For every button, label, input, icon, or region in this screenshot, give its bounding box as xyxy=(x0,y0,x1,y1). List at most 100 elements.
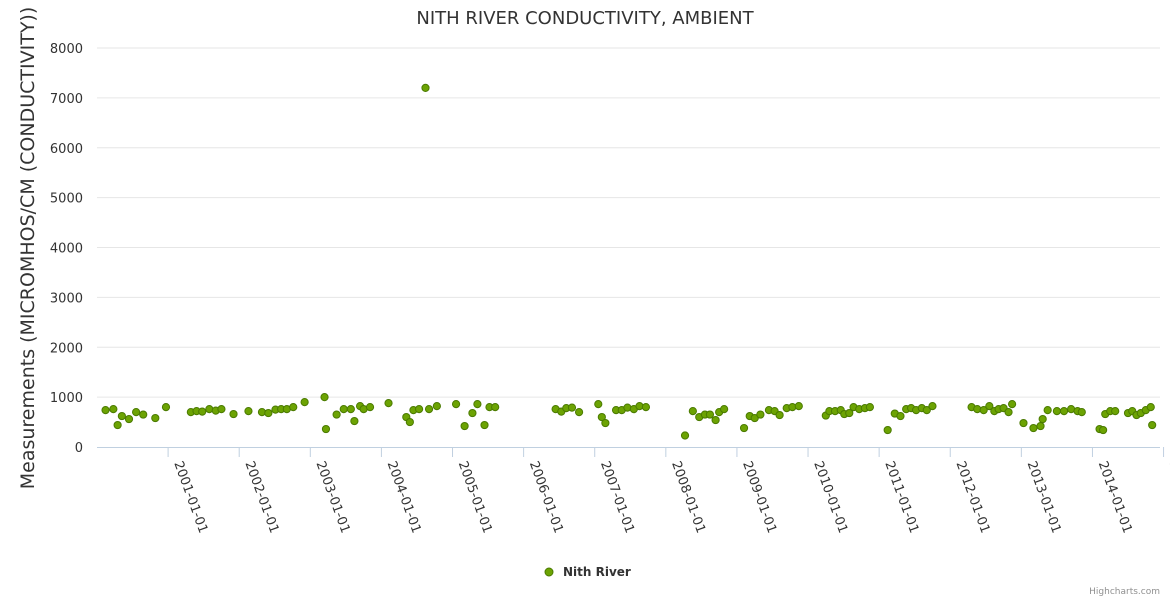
data-point[interactable] xyxy=(320,393,329,402)
chart-title: NITH RIVER CONDUCTIVITY, AMBIENT xyxy=(416,8,754,29)
data-point[interactable] xyxy=(468,408,477,418)
x-tick-label: 2001-01-01 xyxy=(170,459,210,535)
data-point[interactable] xyxy=(424,404,434,414)
y-tick-label: 5000 xyxy=(50,192,83,207)
data-point[interactable] xyxy=(244,406,253,416)
data-point[interactable] xyxy=(365,403,375,412)
data-point[interactable] xyxy=(117,411,126,421)
data-point[interactable] xyxy=(332,410,341,419)
data-point[interactable] xyxy=(928,402,937,411)
credits-link[interactable]: Highcharts.com xyxy=(1089,587,1160,597)
data-point[interactable] xyxy=(264,408,273,418)
legend-label[interactable]: Nith River xyxy=(563,565,631,579)
x-tick-label: 2011-01-01 xyxy=(881,459,921,535)
data-point[interactable] xyxy=(339,404,348,414)
data-point[interactable] xyxy=(1077,407,1086,417)
data-point[interactable] xyxy=(1008,400,1017,409)
y-tick-label: 4000 xyxy=(50,242,83,257)
x-tick-label: 2008-01-01 xyxy=(668,459,708,535)
legend[interactable]: Nith River xyxy=(544,565,631,579)
data-point[interactable] xyxy=(480,420,489,430)
x-tick-label: 2002-01-01 xyxy=(241,459,281,535)
data-point[interactable] xyxy=(161,403,171,412)
y-tick-label: 8000 xyxy=(50,42,83,57)
data-point[interactable] xyxy=(1043,405,1052,415)
data-point[interactable] xyxy=(756,410,765,419)
data-point[interactable] xyxy=(720,404,729,414)
data-point[interactable] xyxy=(794,402,803,411)
data-point[interactable] xyxy=(1148,420,1157,430)
data-point[interactable] xyxy=(300,398,309,407)
y-tick-label: 7000 xyxy=(50,92,83,107)
data-point[interactable] xyxy=(473,400,482,409)
data-point[interactable] xyxy=(1099,425,1108,435)
x-tick-label: 2013-01-01 xyxy=(1024,459,1064,535)
data-point[interactable] xyxy=(421,83,430,93)
data-point[interactable] xyxy=(101,405,110,415)
data-point[interactable] xyxy=(229,409,238,419)
data-point[interactable] xyxy=(139,410,148,419)
data-point[interactable] xyxy=(1052,406,1061,416)
y-gridlines xyxy=(97,47,1160,398)
data-point[interactable] xyxy=(594,400,603,409)
data-point[interactable] xyxy=(1038,414,1047,424)
data-point[interactable] xyxy=(1059,406,1069,416)
data-point[interactable] xyxy=(1111,406,1120,416)
data-point[interactable] xyxy=(217,404,226,414)
x-tick-label: 2006-01-01 xyxy=(526,459,566,535)
x-tick-label: 2003-01-01 xyxy=(313,459,353,535)
data-point[interactable] xyxy=(775,410,784,420)
y-tick-label: 6000 xyxy=(50,142,83,157)
data-point[interactable] xyxy=(350,416,359,426)
x-axis: 2001-01-01 2002-01-01 2003-01-01 2004-01-01… xyxy=(97,447,1170,535)
x-tick-label: 2004-01-01 xyxy=(384,459,424,535)
data-point[interactable] xyxy=(321,424,331,434)
data-point[interactable] xyxy=(414,404,424,414)
data-point[interactable] xyxy=(432,402,441,411)
data-point[interactable] xyxy=(688,406,697,416)
data-point[interactable] xyxy=(567,403,577,412)
data-point[interactable] xyxy=(641,403,651,412)
data-point[interactable] xyxy=(845,408,854,418)
data-point[interactable] xyxy=(1004,407,1013,417)
data-point[interactable] xyxy=(985,402,994,411)
x-tick-label: 2010-01-01 xyxy=(810,459,850,535)
data-point[interactable] xyxy=(198,407,207,416)
data-point[interactable] xyxy=(601,418,610,428)
data-point[interactable] xyxy=(346,404,355,414)
data-point[interactable] xyxy=(739,423,749,433)
x-tick-label: 2005-01-01 xyxy=(455,459,495,535)
data-point[interactable] xyxy=(109,404,118,414)
y-axis-ticks: 0 1000 2000 3000 4000 5000 6000 7000 8000 xyxy=(50,42,83,456)
data-point[interactable] xyxy=(1029,423,1038,433)
data-point[interactable] xyxy=(132,407,141,417)
data-point[interactable] xyxy=(405,417,414,427)
data-point[interactable] xyxy=(705,410,715,419)
data-point[interactable] xyxy=(711,415,720,425)
data-point[interactable] xyxy=(574,407,584,417)
data-point[interactable] xyxy=(1036,421,1045,431)
data-point[interactable] xyxy=(896,411,905,421)
y-tick-label: 0 xyxy=(75,441,83,456)
data-point[interactable] xyxy=(865,403,874,412)
data-point[interactable] xyxy=(1019,418,1028,428)
data-point[interactable] xyxy=(113,420,122,430)
data-point[interactable] xyxy=(597,412,606,422)
y-tick-label: 1000 xyxy=(50,391,83,406)
data-point[interactable] xyxy=(124,414,134,424)
data-point[interactable] xyxy=(289,403,298,412)
data-point[interactable] xyxy=(922,405,931,415)
x-tick-label: 2012-01-01 xyxy=(952,459,992,535)
series-nith-river[interactable] xyxy=(101,83,1157,440)
data-point[interactable] xyxy=(451,400,461,409)
data-point[interactable] xyxy=(680,431,690,440)
data-point[interactable] xyxy=(979,405,988,415)
data-point[interactable] xyxy=(460,421,469,431)
data-point[interactable] xyxy=(1146,403,1155,412)
y-axis-label: Measurements (MICROMHOS/CM (CONDUCTIVITY… xyxy=(17,7,39,490)
data-point[interactable] xyxy=(384,399,393,408)
data-point[interactable] xyxy=(151,413,160,423)
data-point[interactable] xyxy=(491,403,500,412)
data-point[interactable] xyxy=(883,425,892,435)
